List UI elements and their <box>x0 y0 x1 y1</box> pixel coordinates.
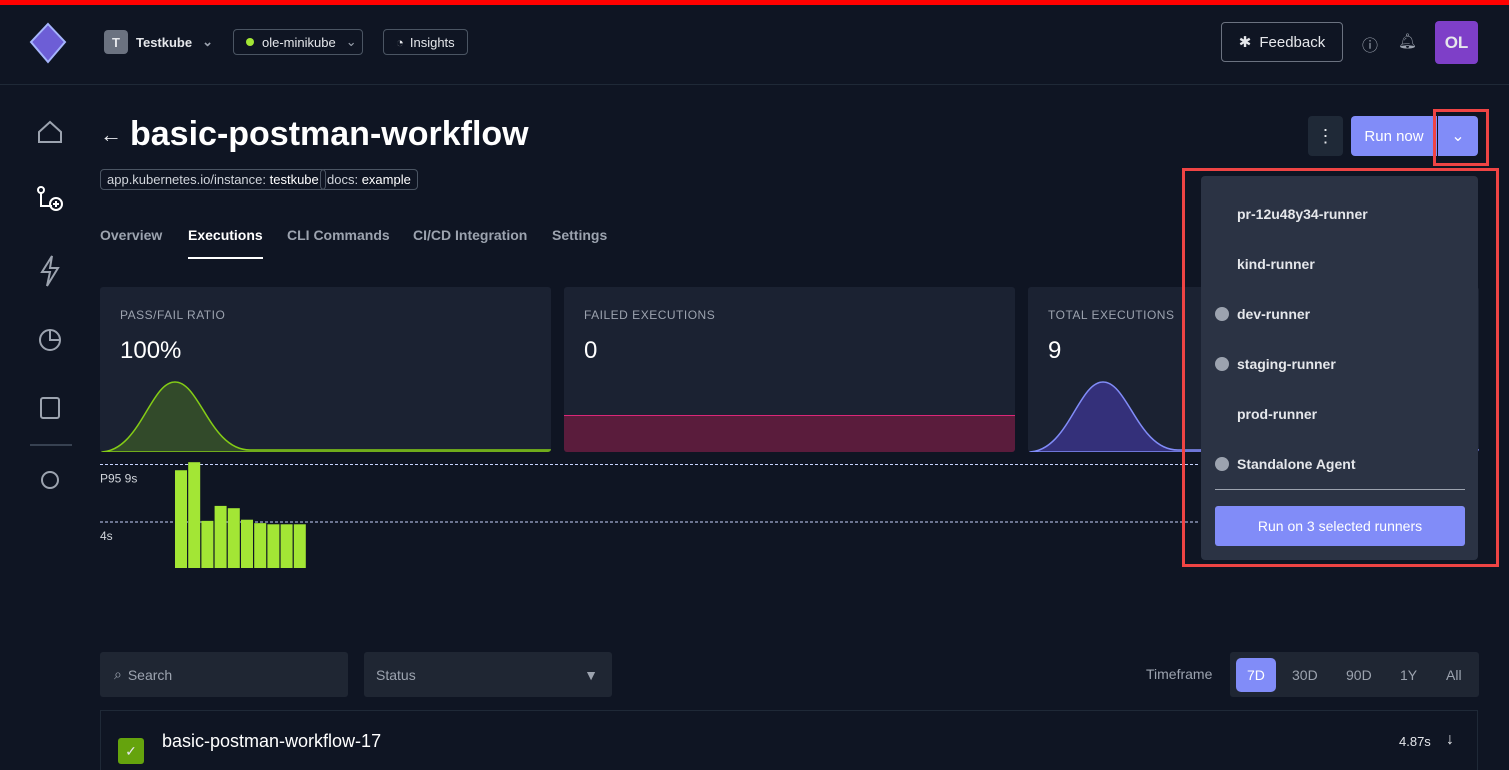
environment-switcher[interactable]: ole-minikube ⌄ <box>233 29 363 55</box>
execution-row[interactable]: ✓ basic-postman-workflow-17 4.87s ↓ <box>100 710 1478 770</box>
metric-label: FAILED EXECUTIONS <box>584 308 716 322</box>
label-key: app.kubernetes.io/instance: <box>107 172 266 187</box>
sparkline <box>1028 381 1479 452</box>
runner-option[interactable]: kind-runner <box>1215 244 1465 284</box>
label-tag: app.kubernetes.io/instance: testkube <box>100 169 326 190</box>
run-selected-button[interactable]: Run on 3 selected runners <box>1215 506 1465 546</box>
runner-name: kind-runner <box>1237 256 1315 272</box>
feedback-label: Feedback <box>1259 33 1326 51</box>
notifications-icon[interactable]: 🔔︎ <box>1398 33 1418 50</box>
metric-label: PASS/FAIL RATIO <box>120 308 226 322</box>
metric-card: FAILED EXECUTIONS 0 <box>564 287 1015 452</box>
duration-bar <box>227 508 240 568</box>
tab[interactable]: CLI Commands <box>287 227 390 243</box>
logo[interactable] <box>28 22 68 64</box>
metric-card: PASS/FAIL RATIO 100% <box>100 287 551 452</box>
menu-divider <box>1215 489 1465 490</box>
tab[interactable]: Settings <box>552 227 608 243</box>
runner-option[interactable]: prod-runner <box>1215 394 1465 434</box>
highlight-box <box>1433 109 1489 166</box>
duration-bar <box>280 524 293 568</box>
sidebar <box>30 120 72 489</box>
org-name: Testkube <box>136 34 193 50</box>
duration-bar <box>201 520 214 568</box>
feedback-button[interactable]: ✱ Feedback <box>1221 22 1343 62</box>
top-bar <box>0 0 1509 5</box>
duration-bar <box>214 505 227 568</box>
avatar[interactable]: OL <box>1435 21 1478 64</box>
execution-duration: 4.87s <box>1399 734 1431 749</box>
duration-chart: P95 9s 4s <box>100 462 1200 568</box>
environment: ole-minikube <box>262 34 336 50</box>
runner-option[interactable]: Standalone Agent <box>1215 444 1465 484</box>
label-value: example <box>361 172 411 187</box>
org-switcher[interactable]: T Testkube ⌄ <box>104 30 213 54</box>
runner-option[interactable]: pr-12u48y34-runner <box>1215 194 1465 234</box>
analytics-icon[interactable] <box>39 329 61 351</box>
more-button[interactable]: ⋮ <box>1308 116 1343 156</box>
runner-option[interactable]: staging-runner <box>1215 344 1465 384</box>
runner-option[interactable]: dev-runner <box>1215 294 1465 334</box>
triggers-icon[interactable] <box>40 255 60 287</box>
timeframe-option[interactable]: 7D <box>1236 658 1276 692</box>
runner-name: dev-runner <box>1237 306 1311 322</box>
duration-bar <box>241 519 253 568</box>
tab[interactable]: Overview <box>100 227 163 243</box>
runner-name: prod-runner <box>1237 406 1318 422</box>
duration-bar <box>188 462 201 568</box>
search-input[interactable]: ⌕ Search <box>100 652 348 697</box>
help-icon[interactable]: ⓘ <box>1362 38 1379 55</box>
metric-value: 100% <box>120 337 182 364</box>
metric-value: 0 <box>584 337 598 364</box>
status-icon[interactable] <box>40 397 60 419</box>
page-title: basic-postman-workflow <box>130 115 529 153</box>
sparkline <box>100 381 551 452</box>
metric-value: 9 <box>1048 337 1062 364</box>
runner-name: Standalone Agent <box>1237 456 1356 472</box>
timeframe-option[interactable]: 30D <box>1292 667 1318 683</box>
runner-menu <box>1201 176 1478 560</box>
org-initial: T <box>104 30 128 54</box>
label-value: testkube <box>269 172 319 187</box>
label-key: docs: <box>327 172 359 187</box>
status-label: Status <box>376 666 416 683</box>
runner-name: staging-runner <box>1237 356 1336 372</box>
timeframe-option[interactable]: All <box>1446 667 1462 683</box>
duration-bar <box>293 524 306 568</box>
status-filter[interactable]: Status ▼ <box>364 652 612 697</box>
label-tag: docs: example <box>320 169 418 190</box>
run-now-button[interactable]: Run now <box>1351 116 1437 156</box>
metric-label: TOTAL EXECUTIONS <box>1048 308 1175 322</box>
header-divider <box>0 84 1509 85</box>
sparkline <box>564 415 1015 452</box>
tab[interactable]: Executions <box>188 227 263 259</box>
search-placeholder: Search <box>127 666 173 683</box>
reference-label: P95 9s <box>100 472 137 486</box>
tab[interactable]: CI/CD Integration <box>413 227 528 243</box>
run-dropdown-toggle[interactable]: ⌄ <box>1438 116 1478 156</box>
insights-label: Insights <box>409 34 455 50</box>
home-icon[interactable] <box>38 120 62 143</box>
insights-button[interactable]: ◔ Insights <box>383 29 468 55</box>
duration-bar <box>254 523 267 568</box>
execution-name: basic-postman-workflow-17 <box>162 731 382 751</box>
workflows-icon[interactable] <box>37 186 63 211</box>
reference-label: 4s <box>100 529 113 543</box>
back-button[interactable]: ← <box>100 122 122 147</box>
runner-name: pr-12u48y34-runner <box>1237 206 1368 222</box>
timeframe-option[interactable]: 90D <box>1346 667 1372 683</box>
expand-icon[interactable]: ↓ <box>1446 731 1454 748</box>
duration-bar <box>267 524 280 568</box>
duration-bar <box>175 470 187 568</box>
timeframe-label: Timeframe <box>1146 666 1213 682</box>
timeframe-option[interactable]: 1Y <box>1400 667 1418 683</box>
highlight-box <box>1182 168 1499 567</box>
status-icon: ✓ <box>118 738 144 764</box>
settings-icon[interactable] <box>41 471 59 489</box>
